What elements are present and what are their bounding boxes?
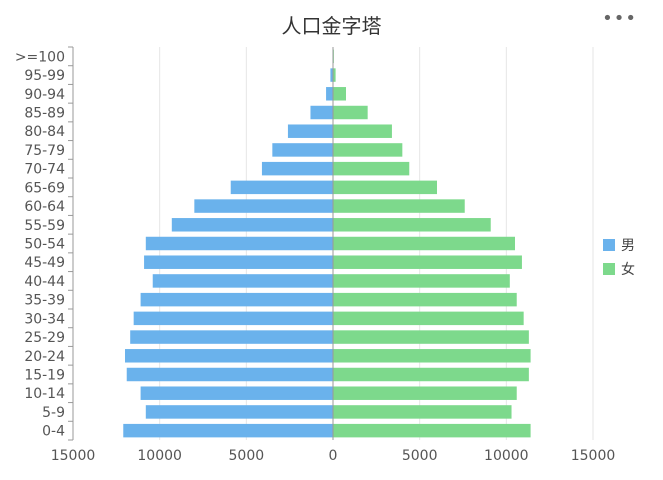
bar-male-9 [171, 218, 333, 232]
bar-female-20 [333, 423, 531, 438]
bar-female-14 [333, 311, 524, 326]
bar-male-13 [140, 292, 333, 307]
bar-male-11 [144, 255, 333, 269]
y-tick-label: 0-4 [42, 424, 65, 440]
bar-female-12 [333, 274, 510, 288]
bar-female-3 [333, 105, 368, 120]
y-tick-label: 80-84 [24, 124, 65, 140]
legend-swatch-0 [603, 239, 615, 251]
y-tick-label: 20-24 [24, 349, 65, 365]
x-tick-label: 15000 [51, 448, 96, 464]
y-tick-label: 15-19 [24, 368, 65, 384]
bar-female-6 [333, 161, 410, 176]
bar-male-17 [126, 367, 333, 382]
bar-female-11 [333, 255, 522, 269]
y-tick-label: 90-94 [24, 87, 65, 103]
x-tick-label: 0 [329, 448, 338, 464]
x-tick-label: 5000 [402, 448, 438, 464]
y-tick-label: 10-14 [24, 386, 65, 402]
y-tick-label: 40-44 [24, 274, 65, 290]
bar-male-1 [330, 68, 333, 82]
y-tick-label: 35-39 [24, 293, 65, 309]
legend-swatch-1 [603, 263, 615, 275]
bar-female-1 [333, 68, 336, 82]
bar-female-9 [333, 218, 491, 232]
y-tick-label: 70-74 [24, 162, 65, 178]
bar-male-20 [123, 423, 334, 438]
x-tick-label: 10000 [484, 448, 529, 464]
bar-female-15 [333, 330, 529, 344]
y-tick-label: 55-59 [24, 218, 65, 234]
bar-female-4 [333, 124, 392, 138]
bar-male-3 [310, 105, 333, 120]
y-tick-label: 95-99 [24, 68, 65, 84]
bar-male-16 [125, 349, 333, 363]
y-tick-label: 45-49 [24, 255, 65, 271]
bar-male-18 [140, 386, 333, 400]
bar-male-10 [145, 236, 333, 251]
x-tick-label: 15000 [571, 448, 616, 464]
y-tick-label: 25-29 [24, 330, 65, 346]
y-tick-label: 30-34 [24, 311, 65, 327]
bar-female-19 [333, 405, 512, 419]
x-tick-label: 10000 [137, 448, 182, 464]
bar-female-2 [333, 87, 346, 101]
bar-male-15 [130, 330, 333, 344]
legend-label-0: 男 [621, 238, 635, 254]
bar-female-8 [333, 199, 465, 213]
y-tick-label: 5-9 [42, 405, 65, 421]
bar-male-14 [133, 311, 333, 326]
bar-male-6 [261, 161, 333, 176]
y-tick-label: 85-89 [24, 106, 65, 122]
bar-male-2 [326, 87, 333, 101]
bar-male-8 [194, 199, 333, 213]
bar-female-18 [333, 386, 517, 400]
bar-female-5 [333, 143, 403, 157]
y-tick-label: 50-54 [24, 237, 65, 253]
bar-male-7 [230, 180, 333, 195]
bar-male-5 [272, 143, 333, 157]
y-tick-label: 60-64 [24, 199, 65, 215]
y-tick-label: 65-69 [24, 180, 65, 196]
more-dots-icon[interactable]: ••• [602, 8, 637, 29]
bar-male-12 [152, 274, 333, 288]
bar-male-19 [145, 405, 333, 419]
x-tick-label: 5000 [229, 448, 265, 464]
chart-title: 人口金字塔 [281, 14, 382, 38]
bar-female-10 [333, 236, 515, 251]
bar-female-16 [333, 349, 531, 363]
y-tick-label: >=100 [15, 49, 65, 65]
bar-male-4 [287, 124, 333, 138]
bar-female-17 [333, 367, 529, 382]
y-tick-label: 75-79 [24, 143, 65, 159]
legend-label-1: 女 [621, 261, 635, 278]
bar-female-7 [333, 180, 437, 195]
bar-female-13 [333, 292, 517, 307]
